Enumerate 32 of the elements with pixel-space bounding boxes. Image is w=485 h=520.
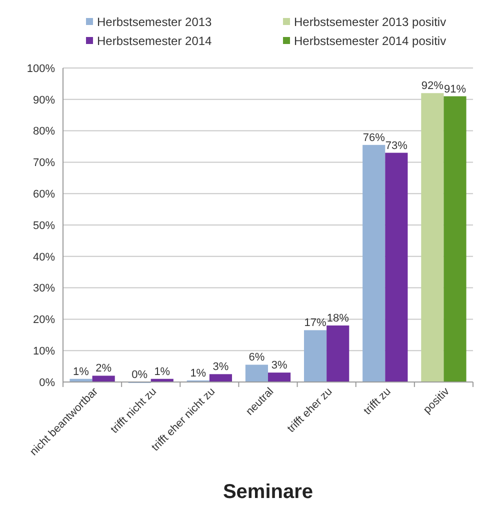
x-tick-label: trifft eher zu — [285, 386, 335, 436]
y-tick-label: 10% — [32, 345, 56, 358]
y-tick-label: 80% — [32, 126, 56, 138]
y-tick-label: 100% — [26, 62, 56, 75]
x-tick-label: trifft zu — [362, 386, 394, 418]
data-label: 18% — [326, 312, 350, 324]
legend-label: Herbstsemester 2014 positiv — [294, 34, 446, 48]
y-tick-label: 70% — [32, 157, 56, 170]
y-tick-label: 0% — [39, 376, 56, 389]
data-label: 2% — [96, 362, 112, 375]
data-label: 76% — [362, 132, 386, 144]
y-tick-label: 60% — [32, 188, 56, 200]
data-label: 1% — [190, 367, 206, 380]
data-label: 1% — [73, 366, 90, 378]
text: Seminare — [222, 481, 314, 503]
data-label: 6% — [248, 352, 265, 364]
y-tick-label: 40% — [32, 251, 56, 264]
data-label: 92% — [421, 80, 444, 92]
legend-label: Herbstsemester 2013 — [97, 15, 212, 29]
data-label: 17% — [304, 317, 327, 330]
legend-label: Herbstsemester 2013 positiv — [294, 15, 446, 29]
y-tick-label: 20% — [32, 314, 56, 326]
data-label: 0% — [132, 369, 148, 381]
data-label: 1% — [154, 366, 170, 378]
y-tick-label: 50% — [32, 220, 56, 232]
data-label: 91% — [444, 83, 466, 96]
data-label: 3% — [271, 360, 288, 372]
legend-label: Herbstsemester 2014 — [97, 34, 212, 48]
y-tick-label: 30% — [32, 282, 56, 295]
y-tick-label: 90% — [32, 94, 56, 106]
data-label: 73% — [385, 140, 408, 152]
data-label: 3% — [212, 361, 229, 374]
